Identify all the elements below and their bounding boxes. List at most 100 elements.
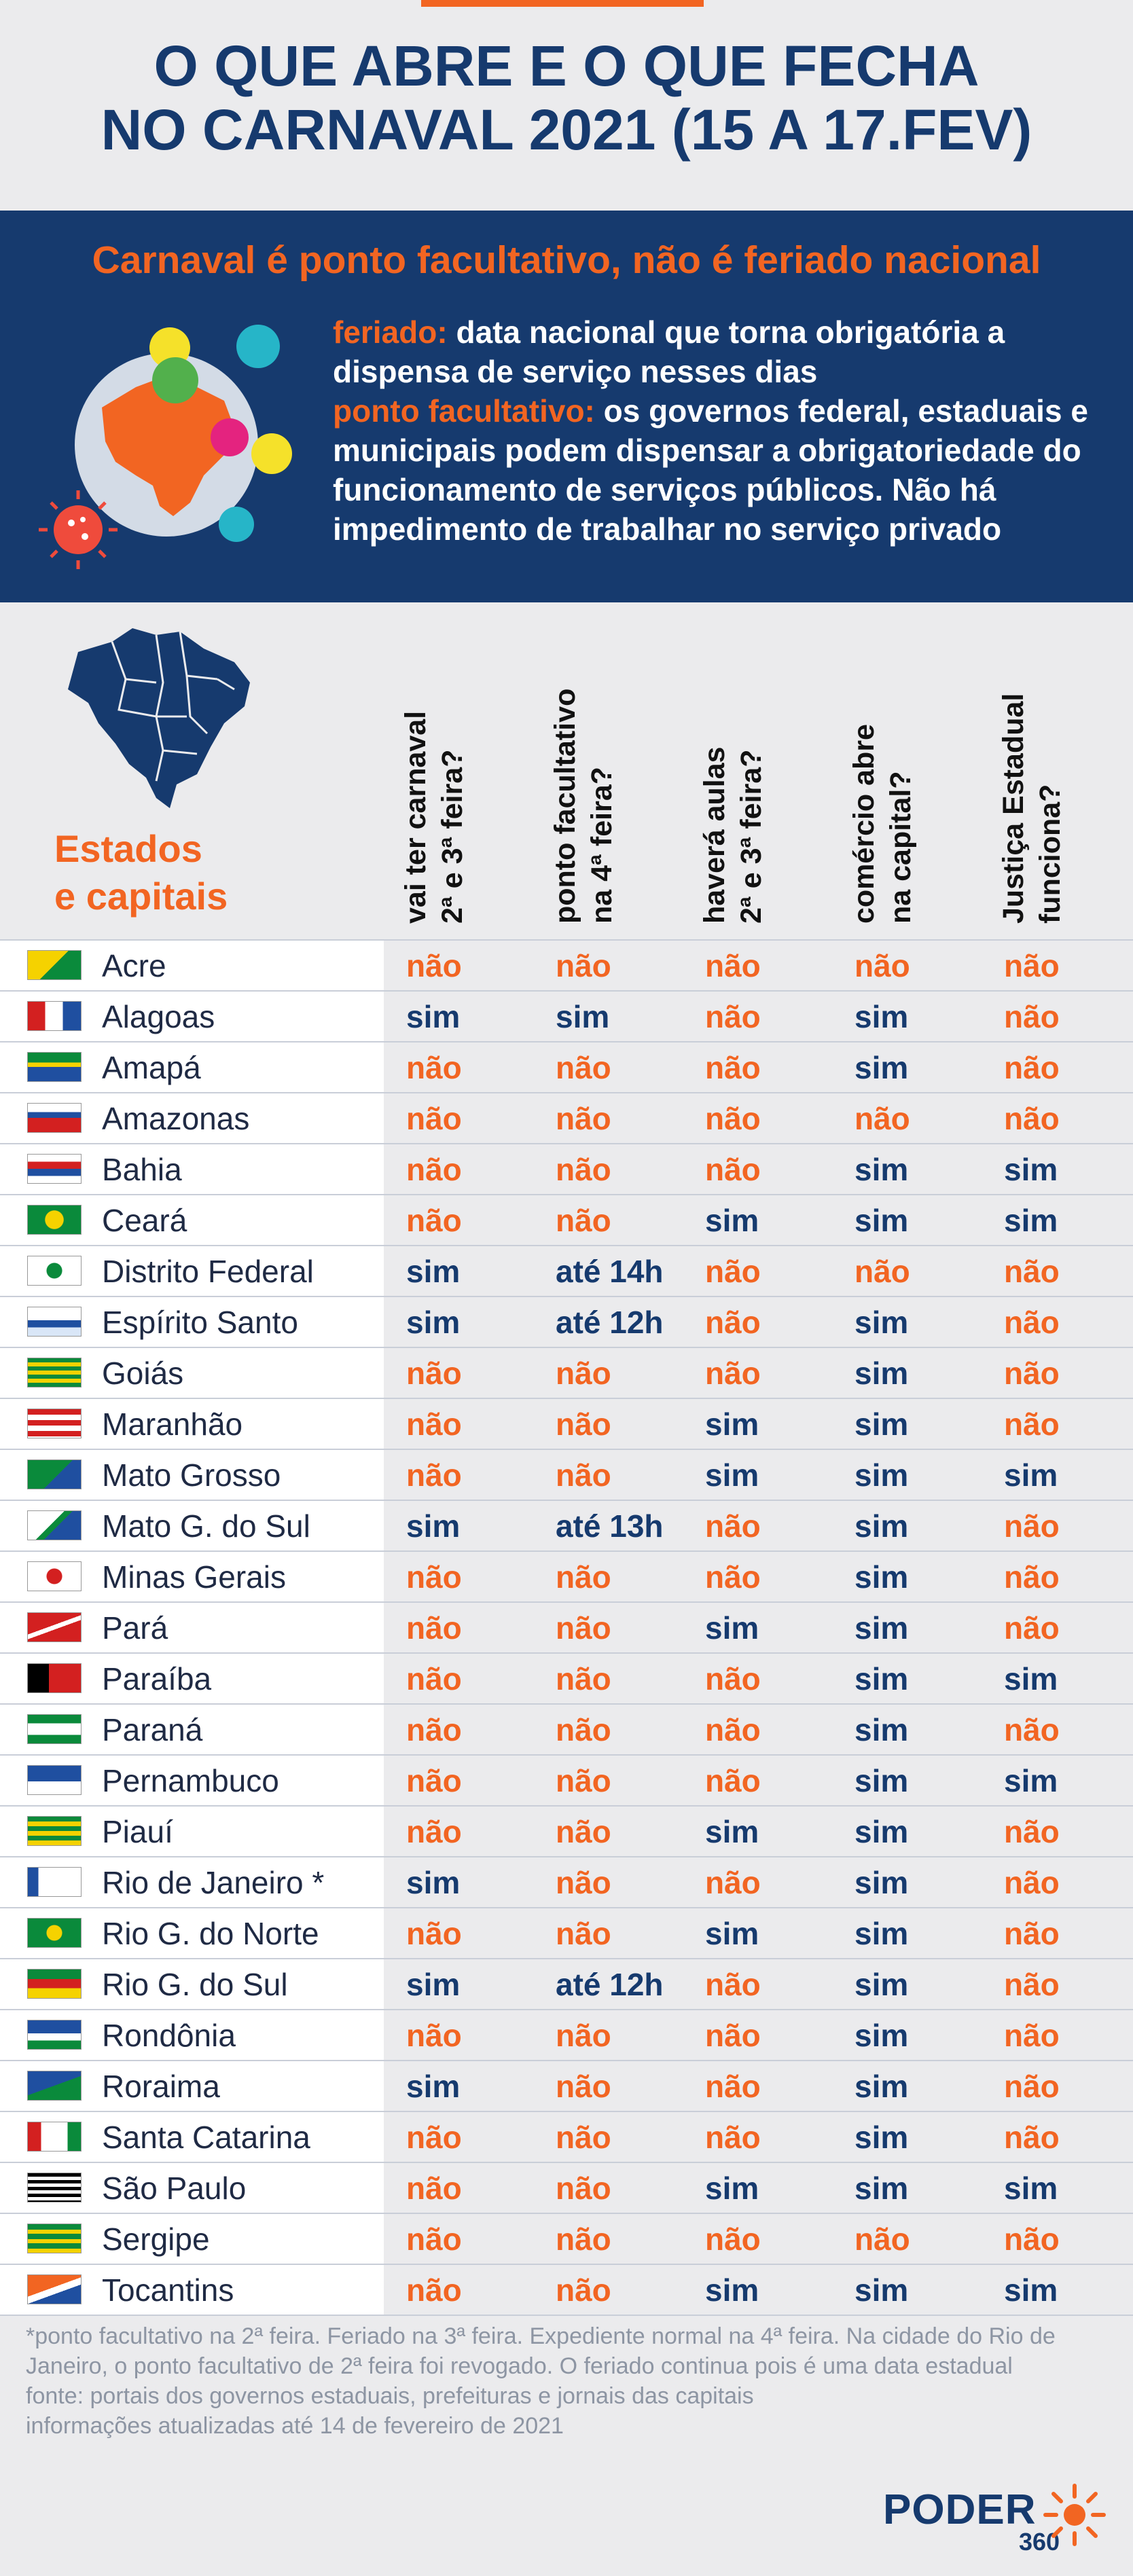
answer-cell: não [705, 1763, 761, 1798]
answer-cell: não [556, 1152, 611, 1187]
answer-cell: não [1004, 1407, 1060, 1442]
answer-cell: sim [1004, 2272, 1058, 2308]
state-cell: Tocantins [0, 2265, 384, 2315]
state-flag-icon [27, 1103, 82, 1133]
table-row: Alagoas sim sim não sim não [0, 992, 1133, 1042]
table-row: Rio G. do Norte não não sim sim não [0, 1908, 1133, 1959]
state-name: Mato Grosso [102, 1457, 281, 1493]
answer-cell: não [1004, 1305, 1060, 1340]
answer-cell: sim [855, 1152, 909, 1187]
column-header-line-2: 2ª e 3ª feira? [436, 749, 469, 924]
state-flag-icon [27, 1765, 82, 1795]
answer-cell: até 12h [556, 1305, 664, 1340]
table-row: Ceará não não sim sim sim [0, 1195, 1133, 1246]
state-name: Tocantins [102, 2272, 234, 2308]
state-flag-icon [27, 1052, 82, 1082]
answer-cell: não [1004, 2018, 1060, 2053]
state-cell: Distrito Federal [0, 1246, 384, 1296]
ponto-key: ponto facultativo: [333, 393, 595, 429]
column-header-line-1: haverá aulas [698, 746, 731, 924]
table-row: Espírito Santo sim até 12h não sim não [0, 1297, 1133, 1348]
answer-cell: não [406, 1356, 462, 1391]
table-row: Amazonas não não não não não [0, 1093, 1133, 1144]
state-name: Santa Catarina [102, 2120, 310, 2155]
answer-cell: sim [1004, 1152, 1058, 1187]
answer-cell: sim [855, 2018, 909, 2053]
state-cell: Pará [0, 1603, 384, 1652]
answer-cell: sim [855, 2171, 909, 2206]
answer-cell: não [406, 1203, 462, 1238]
state-cell: Sergipe [0, 2214, 384, 2264]
state-name: Acre [102, 948, 166, 983]
state-name: Bahia [102, 1152, 182, 1187]
answer-cell: não [406, 2221, 462, 2257]
state-name: Minas Gerais [102, 1559, 286, 1595]
table-row: Bahia não não não sim sim [0, 1144, 1133, 1195]
state-name: Rio de Janeiro * [102, 1865, 325, 1900]
state-flag-icon [27, 2122, 82, 2152]
column-header-line-2: na capital? [884, 771, 917, 924]
answer-cell: sim [705, 2171, 759, 2206]
table-row: Goiás não não não sim não [0, 1348, 1133, 1399]
state-flag-icon [27, 1001, 82, 1031]
answer-cell: não [406, 1610, 462, 1646]
table-row: Rondônia não não não sim não [0, 2010, 1133, 2061]
answer-cell: sim [406, 999, 461, 1034]
answer-cell: sim [855, 1610, 909, 1646]
state-cell: Ceará [0, 1195, 384, 1245]
table-row: Amapá não não não sim não [0, 1042, 1133, 1093]
answer-cell: sim [855, 1763, 909, 1798]
column-header-line-1: ponto facultativo [549, 688, 581, 924]
sun-logo-icon [1043, 2484, 1106, 2546]
state-name: Pernambuco [102, 1763, 279, 1798]
brazil-map-icon [68, 628, 250, 808]
answer-cell: sim [406, 1305, 461, 1340]
state-flag-icon [27, 1307, 82, 1337]
answer-cell: até 14h [556, 1254, 664, 1289]
column-header-line-2: na 4ª feira? [586, 767, 618, 924]
state-cell: Mato Grosso [0, 1450, 384, 1500]
answer-cell: não [1004, 999, 1060, 1034]
state-cell: Goiás [0, 1348, 384, 1398]
state-name: Paraná [102, 1712, 203, 1747]
state-name: Amazonas [102, 1101, 250, 1136]
state-cell: Rondônia [0, 2010, 384, 2060]
answer-cell: não [406, 948, 462, 983]
answer-cell: sim [855, 1712, 909, 1747]
answer-cell: sim [705, 1457, 759, 1493]
column-header-line-1: Justiça Estadual [997, 693, 1030, 924]
state-cell: Piauí [0, 1807, 384, 1856]
answer-cell: sim [406, 1967, 461, 2002]
table-row: Acre não não não não não [0, 939, 1133, 992]
answer-cell: não [406, 1916, 462, 1951]
answer-cell: sim [855, 1305, 909, 1340]
answer-cell: não [705, 2069, 761, 2104]
answer-cell: sim [855, 1508, 909, 1544]
state-name: Sergipe [102, 2221, 210, 2257]
virus-icon [39, 490, 118, 569]
column-header-text: comércio abre na capital? [846, 662, 934, 924]
state-cell: Maranhão [0, 1399, 384, 1449]
answer-cell: não [556, 2120, 611, 2155]
answer-cell: não [406, 1661, 462, 1697]
definition-ponto: ponto facultativo: os governos federal, … [333, 391, 1107, 549]
answer-cell: sim [855, 1559, 909, 1595]
answer-cell: não [556, 948, 611, 983]
state-flag-icon [27, 1409, 82, 1438]
state-cell: Paraná [0, 1705, 384, 1754]
footnote-source: fonte: portais dos governos estaduais, p… [26, 2383, 754, 2409]
state-flag-icon [27, 2274, 82, 2304]
answer-cell: não [556, 1916, 611, 1951]
state-cell: Pernambuco [0, 1756, 384, 1805]
table-row: Mato G. do Sul sim até 13h não sim não [0, 1501, 1133, 1552]
logo-word: PODER [883, 2486, 1037, 2533]
answer-cell: não [855, 2221, 910, 2257]
answer-cell: não [556, 1050, 611, 1085]
state-flag-icon [27, 950, 82, 980]
answer-cell: não [406, 2272, 462, 2308]
column-header-text: vai ter carnaval 2ª e 3ª feira? [397, 662, 486, 924]
ponto-text: os governos federal, estaduais e municip… [333, 393, 1088, 547]
state-name: Rio G. do Norte [102, 1916, 319, 1951]
state-name: Mato G. do Sul [102, 1508, 310, 1544]
answer-cell: não [556, 1101, 611, 1136]
